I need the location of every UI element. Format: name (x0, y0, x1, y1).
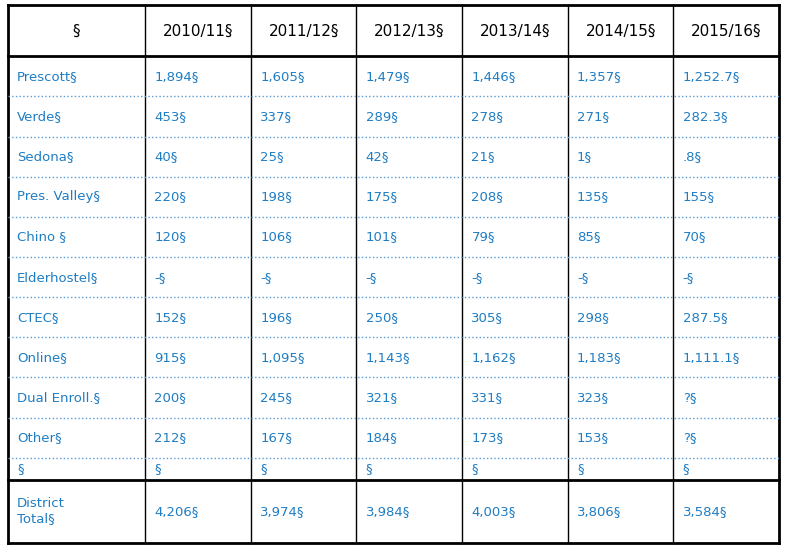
Text: 3,806§: 3,806§ (577, 505, 622, 518)
Text: Pres. Valley§: Pres. Valley§ (17, 190, 100, 203)
Text: 135§: 135§ (577, 190, 609, 203)
Text: 271§: 271§ (577, 110, 609, 123)
Text: 1,111.1§: 1,111.1§ (683, 351, 740, 364)
Text: 337§: 337§ (260, 110, 292, 123)
Text: 155§: 155§ (683, 190, 715, 203)
Text: 331§: 331§ (471, 391, 504, 404)
Text: 2010/11§: 2010/11§ (163, 24, 233, 38)
Text: 40§: 40§ (154, 150, 178, 163)
Text: 200§: 200§ (154, 391, 187, 404)
Text: 2015/16§: 2015/16§ (691, 24, 762, 38)
Text: 1,143§: 1,143§ (366, 351, 410, 364)
Text: 453§: 453§ (154, 110, 187, 123)
Text: §: § (260, 463, 267, 476)
Text: -§: -§ (366, 271, 377, 284)
Text: 85§: 85§ (577, 231, 600, 243)
Text: 120§: 120§ (154, 231, 187, 243)
Text: Chino §: Chino § (17, 231, 66, 243)
Text: 42§: 42§ (366, 150, 390, 163)
Text: 4,003§: 4,003§ (471, 505, 515, 518)
Text: 106§: 106§ (260, 231, 292, 243)
Text: 289§: 289§ (366, 110, 397, 123)
Text: 198§: 198§ (260, 190, 292, 203)
Text: -§: -§ (260, 271, 272, 284)
Text: §: § (154, 463, 161, 476)
Text: CTEC§: CTEC§ (17, 311, 58, 324)
Text: 305§: 305§ (471, 311, 504, 324)
Text: 2014/15§: 2014/15§ (586, 24, 656, 38)
Text: §: § (683, 463, 689, 476)
Text: ?§: ?§ (683, 431, 696, 444)
Text: 287.5§: 287.5§ (683, 311, 727, 324)
Text: 153§: 153§ (577, 431, 609, 444)
Text: 278§: 278§ (471, 110, 504, 123)
Text: -§: -§ (154, 271, 166, 284)
Text: §: § (366, 463, 372, 476)
Text: 3,974§: 3,974§ (260, 505, 305, 518)
Text: 196§: 196§ (260, 311, 292, 324)
Text: .8§: .8§ (683, 150, 702, 163)
Text: 1§: 1§ (577, 150, 592, 163)
Text: 323§: 323§ (577, 391, 609, 404)
Text: 1,605§: 1,605§ (260, 70, 305, 83)
Text: 208§: 208§ (471, 190, 503, 203)
Text: 173§: 173§ (471, 431, 504, 444)
Text: 1,446§: 1,446§ (471, 70, 515, 83)
Text: Prescott§: Prescott§ (17, 70, 78, 83)
Text: 212§: 212§ (154, 431, 187, 444)
Text: 282.3§: 282.3§ (683, 110, 727, 123)
Text: 101§: 101§ (366, 231, 397, 243)
Text: 298§: 298§ (577, 311, 609, 324)
Text: 250§: 250§ (366, 311, 397, 324)
Text: 79§: 79§ (471, 231, 495, 243)
Text: §: § (72, 24, 80, 38)
Text: 1,357§: 1,357§ (577, 70, 622, 83)
Text: 152§: 152§ (154, 311, 187, 324)
Text: 1,183§: 1,183§ (577, 351, 622, 364)
Text: Verde§: Verde§ (17, 110, 62, 123)
Text: 220§: 220§ (154, 190, 187, 203)
Text: -§: -§ (577, 271, 589, 284)
Text: ?§: ?§ (683, 391, 696, 404)
Text: 25§: 25§ (260, 150, 283, 163)
Text: 1,479§: 1,479§ (366, 70, 410, 83)
Text: Elderhostel§: Elderhostel§ (17, 271, 98, 284)
Text: Online§: Online§ (17, 351, 67, 364)
Text: Other§: Other§ (17, 431, 61, 444)
Text: -§: -§ (471, 271, 482, 284)
Text: -§: -§ (683, 271, 694, 284)
Text: 3,984§: 3,984§ (366, 505, 410, 518)
Text: 1,252.7§: 1,252.7§ (683, 70, 740, 83)
Text: 184§: 184§ (366, 431, 397, 444)
Text: 167§: 167§ (260, 431, 292, 444)
Text: 4,206§: 4,206§ (154, 505, 199, 518)
Text: §: § (17, 463, 24, 476)
Text: 245§: 245§ (260, 391, 292, 404)
Text: Sedona§: Sedona§ (17, 150, 74, 163)
Text: 2011/12§: 2011/12§ (268, 24, 339, 38)
Text: 1,894§: 1,894§ (154, 70, 199, 83)
Text: 70§: 70§ (683, 231, 706, 243)
Text: 321§: 321§ (366, 391, 398, 404)
Text: 2013/14§: 2013/14§ (479, 24, 550, 38)
Text: 21§: 21§ (471, 150, 495, 163)
Text: §: § (471, 463, 478, 476)
Text: 175§: 175§ (366, 190, 398, 203)
Text: 1,162§: 1,162§ (471, 351, 516, 364)
Text: 2012/13§: 2012/13§ (374, 24, 445, 38)
Text: 915§: 915§ (154, 351, 187, 364)
Text: 3,584§: 3,584§ (683, 505, 727, 518)
Text: §: § (577, 463, 584, 476)
Text: 1,095§: 1,095§ (260, 351, 305, 364)
Text: Dual Enroll.§: Dual Enroll.§ (17, 391, 100, 404)
Text: District
Total§: District Total§ (17, 498, 65, 526)
